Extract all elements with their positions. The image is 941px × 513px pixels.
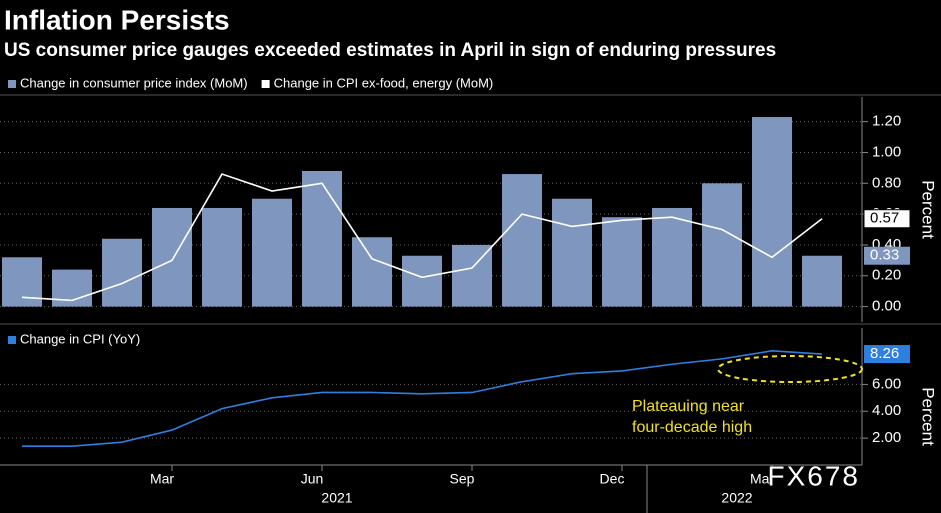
y-tick-label: 4.00 [872,402,901,419]
bar [102,238,142,307]
legend-label: Change in consumer price index (MoM) [20,75,248,90]
bar [652,207,692,307]
value-label: 0.33 [870,247,899,264]
value-tag [863,209,911,229]
y-tick-label: 0.80 [872,174,901,191]
bar [2,257,42,307]
x-tick-label: Dec [600,471,625,487]
bar [752,117,792,307]
bar [152,207,192,307]
y-tick-label: 0.20 [872,267,901,284]
chart-title: Inflation Persists [4,4,230,35]
bar [552,198,592,307]
x-tick-label: Sep [450,471,475,487]
year-label: 2022 [721,490,752,506]
chart-subtitle: US consumer price gauges exceeded estima… [4,40,776,61]
line [22,350,823,447]
bar [202,207,242,307]
y-tick-label: 2.00 [872,429,901,446]
bar [352,237,392,307]
value-tag [864,345,910,364]
y-tick-label: 6.00 [872,375,901,392]
legend-label: Change in CPI ex-food, energy (MoM) [274,75,494,90]
bar [502,174,542,307]
bar [802,255,842,307]
value-label: 8.26 [870,345,899,362]
bar [702,183,742,307]
y-tick-label: 1.20 [872,113,901,130]
annotation: Plateauing near [632,398,745,415]
value-label: 0.57 [870,210,899,227]
legend-swatch [261,80,270,88]
bar [252,198,292,307]
annotation: four-decade high [632,419,752,436]
highlight-ellipse [717,355,863,383]
watermark: FX678 [768,460,861,491]
x-tick-label: Jun [301,471,324,487]
y-tick-label: 0.00 [872,298,901,315]
y-tick-label: 1.00 [872,143,901,160]
legend-swatch [8,336,16,344]
legend-label: Change in CPI (YoY) [20,331,140,346]
x-tick-label: Mar [150,471,174,487]
bar [602,217,642,307]
y-axis-label: Percent [919,180,938,239]
year-label: 2021 [321,490,352,506]
line [21,173,823,302]
bar [302,170,342,307]
legend-swatch [8,80,16,88]
bar [452,244,492,307]
y-axis-label: Percent [919,387,938,446]
x-tick-label: Mar [750,471,774,487]
bar [402,255,442,307]
value-tag [864,246,910,265]
